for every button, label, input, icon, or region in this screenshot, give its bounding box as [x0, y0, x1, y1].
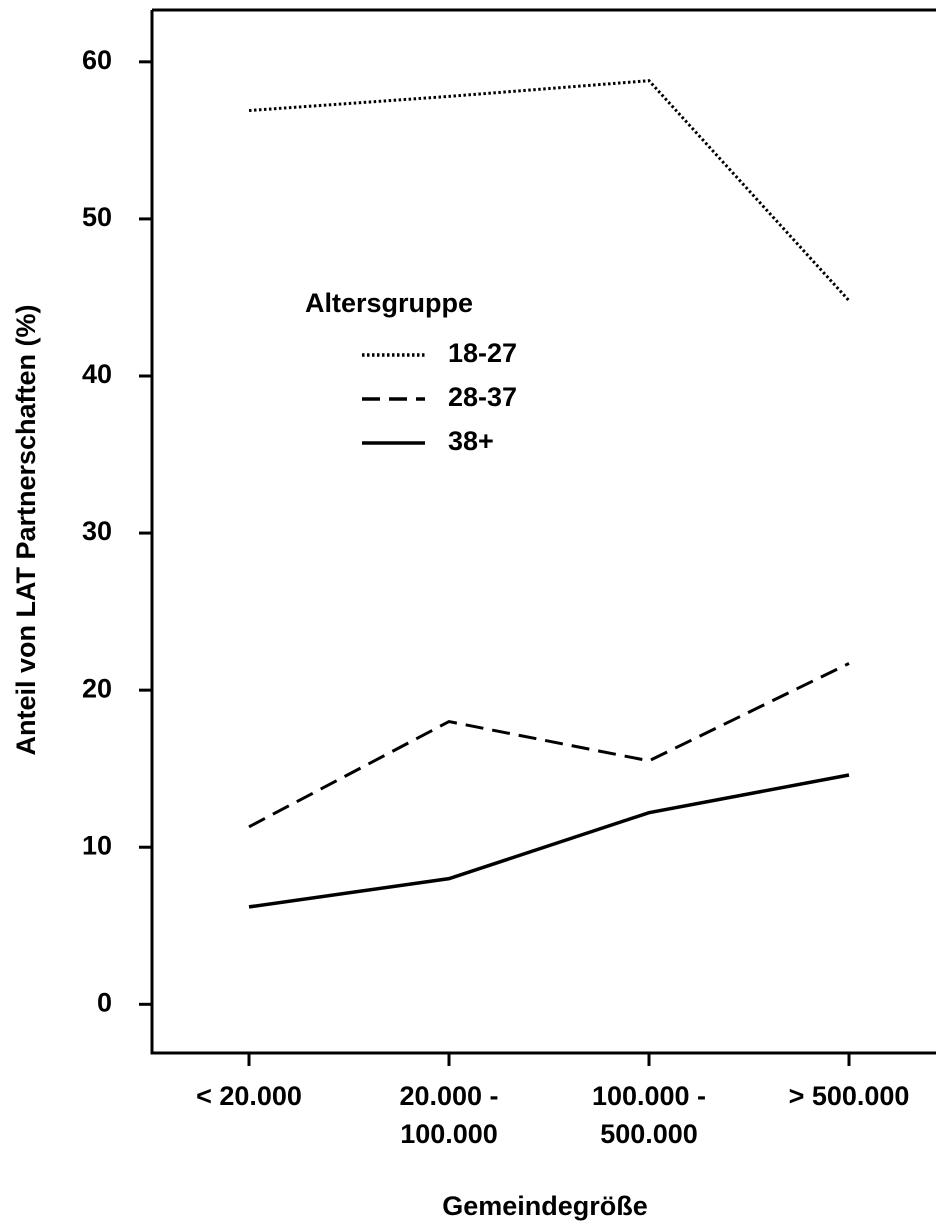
y-tick-label: 20 [82, 673, 112, 703]
y-tick-label: 50 [82, 202, 112, 232]
y-tick-label: 0 [97, 987, 112, 1017]
series-line [248, 79, 851, 302]
y-tick-label: 40 [82, 359, 112, 389]
x-tick-label: 100.000 -500.000 [592, 1081, 706, 1149]
axis-frame [150, 8, 936, 1055]
legend-label: 18-27 [448, 338, 517, 368]
x-tick-label: 20.000 -100.000 [399, 1081, 498, 1149]
legend-title: Altersgruppe [305, 288, 473, 318]
legend-label: 28-37 [448, 382, 517, 412]
y-tick-label: 30 [82, 516, 112, 546]
y-axis-label: Anteil von LAT Partnerschaften (%) [11, 304, 41, 755]
x-tick-label: < 20.000 [196, 1081, 302, 1111]
y-tick-label: 10 [82, 830, 112, 860]
legend-label: 38+ [448, 426, 494, 456]
x-tick-label: > 500.000 [789, 1081, 910, 1111]
series-line [248, 773, 850, 909]
y-tick-label: 60 [82, 45, 112, 75]
x-axis-label: Gemeindegröße [442, 1191, 648, 1221]
series-line [248, 662, 850, 829]
